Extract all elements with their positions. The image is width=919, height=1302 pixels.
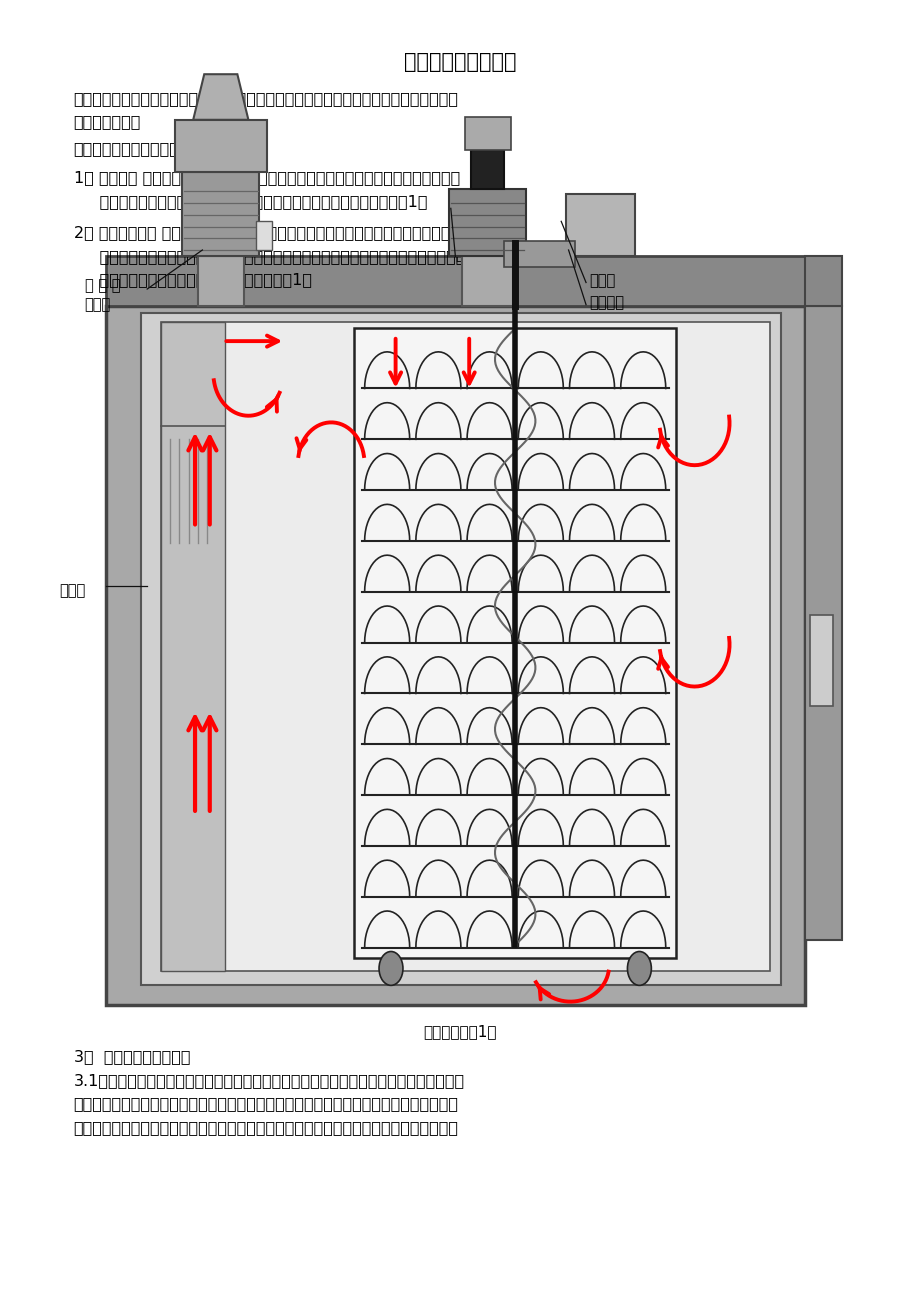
Polygon shape [193,74,248,120]
Bar [565,194,634,256]
Text: 2、 热能传递装置 是由热循环风机、热风风道等部分组成，热循环风机将燃烧器产生的热: 2、 热能传递装置 是由热循环风机、热风风道等部分组成，热循环风机将燃烧器产生的… [74,225,459,241]
Text: 燃烧室: 燃烧室 [59,583,85,599]
Text: 旋转式热风烤炉操作: 旋转式热风烤炉操作 [403,52,516,73]
Text: 环电机: 环电机 [85,297,111,312]
Text: 传动齿轮: 传动齿轮 [588,296,623,311]
Bar [504,241,574,267]
Text: 热 风 循: 热 风 循 [85,279,120,294]
Bar [471,150,504,189]
Bar [106,256,804,306]
Text: 3.1、燃烧器是由油泵、电机、控制盒、变压器、燃烧头、风门调节等部分组成。电机带动: 3.1、燃烧器是由油泵、电机、控制盒、变压器、燃烧头、风门调节等部分组成。电机带… [74,1073,464,1088]
Text: 二：各主要结构的工作原理：: 二：各主要结构的工作原理： [74,141,199,156]
Bar [464,117,510,150]
Bar [182,172,259,256]
Bar [354,328,675,958]
Bar [448,189,526,256]
Text: 油泵将储存在油箱内的柴油通过过滤输送到喷油嘴，由于喷油嘴的输出结构特点，使本身存: 油泵将储存在油箱内的柴油通过过滤输送到喷油嘴，由于喷油嘴的输出结构特点，使本身存 [74,1096,458,1112]
Bar [175,120,267,172]
Bar [255,221,272,250]
Circle shape [379,952,403,986]
Bar [161,322,769,971]
Text: 1、 传动装置 是由电机、减速器、轴等部分组成，电动机通过皮带带动减速器的工作，减: 1、 传动装置 是由电机、减速器、轴等部分组成，电动机通过皮带带动减速器的工作，… [74,171,459,186]
Bar [106,306,804,1005]
Text: 一：主要组成部分：设备是由传动装置、热能传递装置、燃烧器、输油管路、操作平面及支: 一：主要组成部分：设备是由传动装置、热能传递装置、燃烧器、输油管路、操作平面及支 [74,91,458,107]
Text: 调节热风风道的上下尺寸进行调节。参考图（1）: 调节热风风道的上下尺寸进行调节。参考图（1） [74,272,312,288]
Text: 3、  燃烧器的工作原理：: 3、 燃烧器的工作原理： [74,1049,190,1065]
Bar [804,306,841,940]
Bar [141,314,779,986]
Text: 速器带动烤炉旋转吊钩的工作。靠车在吊钩的带动下进行旋转。参考图（1）: 速器带动烤炉旋转吊钩的工作。靠车在吊钩的带动下进行旋转。参考图（1） [74,194,426,210]
Bar [198,256,244,306]
Bar [161,322,225,971]
Bar [461,256,513,306]
Text: 烤炉结构图（1）: 烤炉结构图（1） [423,1023,496,1039]
Text: 能通过热风风道传递给物料。生产过程中如出现蛋糕上下的烘烤效果不一致，可以通过: 能通过热风风道传递给物料。生产过程中如出现蛋糕上下的烘烤效果不一致，可以通过 [74,249,464,264]
Text: 减速机: 减速机 [588,273,615,289]
Circle shape [627,952,651,986]
Bar [804,256,841,306]
Text: 传动电机: 传动电机 [455,247,490,263]
Text: 架等部分组成。: 架等部分组成。 [74,115,141,130]
Bar [809,615,832,706]
Text: 在压力的柴油通过喷油嘴，成雾状，同时控制盒内的变压器将电压增大，通过两个高压电极: 在压力的柴油通过喷油嘴，成雾状，同时控制盒内的变压器将电压增大，通过两个高压电极 [74,1120,458,1135]
